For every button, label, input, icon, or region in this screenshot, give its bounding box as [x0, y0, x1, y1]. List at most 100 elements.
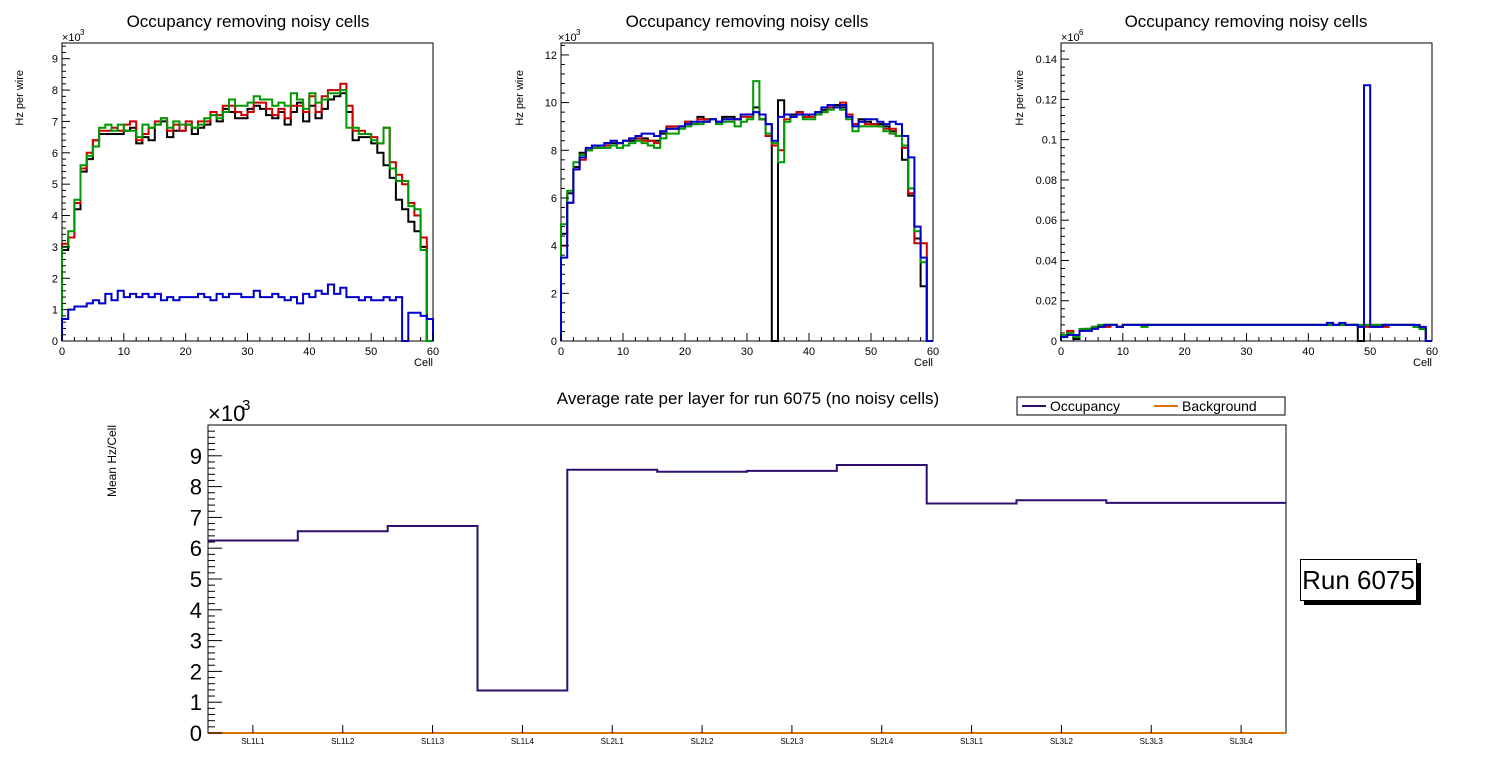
x-tick-label: 40 — [303, 346, 315, 358]
y-tick-label: 0.06 — [1036, 215, 1057, 227]
y-tick-label: 9 — [190, 444, 202, 469]
y-tick-label: 7 — [190, 505, 202, 530]
axis-exponent: ×10 — [208, 401, 245, 426]
y-tick-label: 6 — [551, 193, 557, 205]
y-tick-label: 0 — [1051, 336, 1057, 348]
axis-exponent: ×10 — [62, 32, 81, 44]
series-red — [560, 101, 933, 342]
x-category-label: SL1L2 — [331, 737, 355, 746]
x-tick-label: 0 — [1058, 346, 1064, 358]
x-tick-label: 0 — [558, 346, 564, 358]
x-axis-label: Cell — [914, 357, 933, 369]
x-category-label: SL2L3 — [780, 737, 804, 746]
y-tick-label: 0 — [551, 336, 557, 348]
series-black — [560, 99, 933, 342]
axis-exponent-power: 3 — [80, 28, 85, 37]
x-tick-label: 40 — [803, 346, 815, 358]
run-label: Run 6075 — [1302, 564, 1415, 595]
y-tick-label: 0 — [190, 721, 202, 746]
legend-box — [1016, 396, 1286, 416]
x-category-label: SL2L4 — [870, 737, 894, 746]
y-tick-label: 4 — [551, 241, 557, 253]
x-category-label: SL3L3 — [1140, 737, 1164, 746]
y-tick-label: 4 — [52, 211, 58, 223]
x-tick-label: 60 — [927, 346, 939, 358]
y-tick-label: 1 — [190, 690, 202, 715]
plot-frame — [560, 42, 934, 342]
y-axis-label: Hz per wire — [1014, 70, 1026, 126]
axis-exponent-power: 6 — [1079, 28, 1084, 37]
histogram-panel-2: Occupancy removing noisy cells 0 2 4 6 8 10 12 0… — [514, 12, 939, 369]
y-tick-label: 0.02 — [1036, 296, 1057, 308]
y-axis-label: Mean Hz/Cell — [105, 425, 119, 497]
y-tick-label: 0.12 — [1036, 94, 1057, 106]
x-axis-label: Cell — [1413, 357, 1432, 369]
x-tick-label: 10 — [1117, 346, 1129, 358]
y-axis-label: Hz per wire — [14, 70, 26, 126]
average-rate-panel: Average rate per layer for run 6075 (no … — [105, 389, 1287, 746]
x-tick-label: 50 — [865, 346, 877, 358]
run-label-box: Run 6075 — [1300, 559, 1417, 601]
y-tick-label: 6 — [190, 536, 202, 561]
y-tick-label: 0.04 — [1036, 255, 1057, 267]
y-tick-label: 9 — [52, 54, 58, 66]
y-tick-label: 8 — [551, 145, 557, 157]
x-axis-label: Cell — [414, 357, 433, 369]
series-red — [61, 82, 433, 342]
axis-exponent-power: 3 — [576, 28, 581, 37]
axis-exponent-power: 3 — [242, 397, 250, 414]
x-tick-label: 40 — [1302, 346, 1314, 358]
series-blue — [560, 104, 933, 342]
plot-frame — [1060, 42, 1433, 342]
panel-title: Average rate per layer for run 6075 (no … — [557, 389, 939, 408]
y-tick-label: 5 — [52, 179, 58, 191]
panel-title: Occupancy removing noisy cells — [1125, 12, 1368, 31]
x-category-label: SL3L2 — [1050, 737, 1074, 746]
x-category-label: SL1L1 — [241, 737, 265, 746]
series-green — [61, 89, 433, 342]
y-tick-label: 2 — [551, 288, 557, 300]
y-tick-label: 6 — [52, 148, 58, 160]
y-tick-label: 10 — [545, 98, 557, 110]
x-category-label: SL2L2 — [691, 737, 715, 746]
y-tick-label: 0.1 — [1042, 135, 1057, 147]
series-occupancy — [208, 464, 1286, 692]
series-blue — [61, 283, 434, 342]
y-tick-label: 0.14 — [1036, 54, 1057, 66]
y-tick-label: 3 — [52, 242, 58, 254]
x-category-label: SL2L1 — [601, 737, 625, 746]
y-tick-label: 2 — [190, 659, 202, 684]
x-tick-label: 20 — [1179, 346, 1191, 358]
series-blue — [1060, 84, 1432, 342]
x-tick-label: 10 — [118, 346, 130, 358]
x-tick-label: 30 — [741, 346, 753, 358]
y-tick-label: 0.08 — [1036, 175, 1057, 187]
y-tick-label: 8 — [52, 85, 58, 97]
x-tick-label: 50 — [365, 346, 377, 358]
y-tick-label: 1 — [52, 305, 58, 317]
x-tick-label: 50 — [1364, 346, 1376, 358]
histogram-panel-3: Occupancy removing noisy cells 0 0.02 0.04 0… — [1014, 12, 1438, 369]
histogram-panel-1: Occupancy removing noisy cells 0 1 2 3 4 5 6 7 8 9… — [14, 12, 439, 369]
x-tick-label: 30 — [1240, 346, 1252, 358]
y-tick-label: 2 — [52, 273, 58, 285]
legend-label-background: Background — [1182, 398, 1257, 414]
x-tick-label: 20 — [679, 346, 691, 358]
legend: Occupancy Background — [1016, 396, 1286, 416]
series-green — [560, 80, 933, 342]
x-category-label: SL1L3 — [421, 737, 445, 746]
y-tick-label: 0 — [52, 336, 58, 348]
axis-exponent: ×10 — [1061, 32, 1080, 44]
y-tick-label: 7 — [52, 116, 58, 128]
x-tick-label: 0 — [59, 346, 65, 358]
legend-label-occupancy: Occupancy — [1050, 398, 1120, 414]
x-tick-label: 60 — [1426, 346, 1438, 358]
panel-title: Occupancy removing noisy cells — [626, 12, 869, 31]
x-category-label: SL3L1 — [960, 737, 984, 746]
y-tick-label: 3 — [190, 629, 202, 654]
x-tick-label: 30 — [241, 346, 253, 358]
panel-title: Occupancy removing noisy cells — [127, 12, 370, 31]
y-tick-label: 12 — [545, 50, 557, 62]
y-tick-label: 8 — [190, 475, 202, 500]
y-axis-label: Hz per wire — [514, 70, 526, 126]
